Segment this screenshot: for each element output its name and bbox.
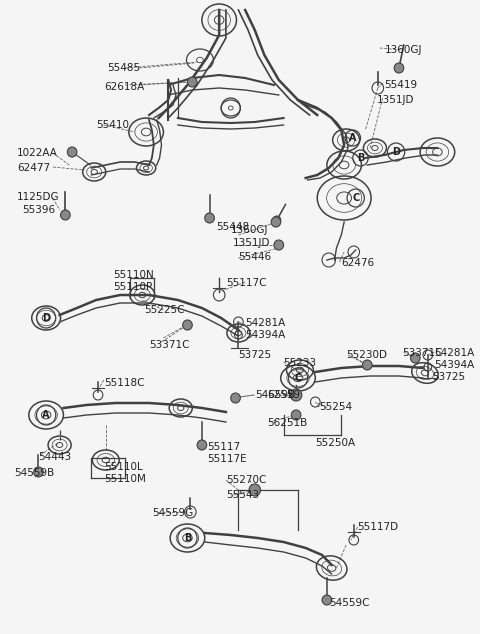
Text: C: C — [352, 193, 360, 203]
Text: 54559G: 54559G — [152, 508, 193, 518]
Text: 55419: 55419 — [384, 80, 418, 90]
Text: 55254: 55254 — [319, 402, 352, 412]
Text: 55485: 55485 — [108, 63, 141, 73]
Circle shape — [322, 595, 332, 605]
Text: 54281A: 54281A — [245, 318, 286, 328]
Text: 55117: 55117 — [207, 442, 240, 452]
Text: 1125DG: 1125DG — [17, 192, 60, 202]
Text: 55225C: 55225C — [144, 305, 185, 315]
Text: 55110N: 55110N — [113, 270, 154, 280]
Text: 53371C: 53371C — [402, 348, 443, 358]
Circle shape — [188, 77, 197, 87]
Text: 62559: 62559 — [267, 390, 300, 400]
Circle shape — [183, 320, 192, 330]
Text: 54559B: 54559B — [255, 390, 295, 400]
Text: 55117D: 55117D — [358, 522, 399, 532]
Circle shape — [197, 440, 207, 450]
Text: B: B — [357, 153, 364, 163]
Text: 54443: 54443 — [38, 452, 72, 462]
Circle shape — [34, 467, 43, 477]
Text: 1351JD: 1351JD — [233, 238, 270, 248]
Circle shape — [249, 484, 261, 496]
Text: 1360GJ: 1360GJ — [384, 45, 422, 55]
Circle shape — [67, 147, 77, 157]
Text: A: A — [349, 133, 357, 143]
Circle shape — [410, 353, 420, 363]
Text: 55446: 55446 — [239, 252, 272, 262]
Circle shape — [362, 360, 372, 370]
Circle shape — [291, 410, 301, 420]
Text: 55230D: 55230D — [346, 350, 387, 360]
Text: 1360GJ: 1360GJ — [231, 225, 268, 235]
Circle shape — [205, 213, 215, 223]
Circle shape — [273, 216, 281, 224]
Text: 56251B: 56251B — [267, 418, 308, 428]
Text: C: C — [294, 373, 301, 383]
Text: 55110P: 55110P — [113, 282, 153, 292]
Text: 53371C: 53371C — [149, 340, 190, 350]
Text: 55250A: 55250A — [315, 438, 356, 448]
Circle shape — [231, 393, 240, 403]
Text: 55110M: 55110M — [104, 474, 146, 484]
Circle shape — [60, 210, 70, 220]
Text: 55448: 55448 — [216, 222, 250, 232]
Text: 53725: 53725 — [239, 350, 272, 360]
Text: 55117C: 55117C — [226, 278, 266, 288]
Text: 62476: 62476 — [341, 258, 374, 268]
Text: 54394A: 54394A — [434, 360, 475, 370]
Circle shape — [394, 63, 404, 73]
Text: 55233: 55233 — [284, 358, 317, 368]
Text: 53725: 53725 — [432, 372, 466, 382]
Text: 1022AA: 1022AA — [17, 148, 58, 158]
Text: 55543: 55543 — [226, 490, 259, 500]
Circle shape — [274, 240, 284, 250]
Text: 54394A: 54394A — [245, 330, 286, 340]
Text: 54281A: 54281A — [434, 348, 475, 358]
Text: 55270C: 55270C — [226, 475, 266, 485]
Text: 54559C: 54559C — [329, 598, 369, 608]
Text: 62618A: 62618A — [104, 82, 144, 92]
Text: 1351JD: 1351JD — [377, 95, 414, 105]
Text: 55396: 55396 — [22, 205, 55, 215]
Text: D: D — [392, 147, 400, 157]
Text: D: D — [42, 313, 50, 323]
Circle shape — [290, 389, 302, 401]
Text: A: A — [42, 410, 50, 420]
Circle shape — [271, 217, 281, 227]
Text: 55410: 55410 — [96, 120, 129, 130]
Text: 55117E: 55117E — [207, 454, 246, 464]
Text: 55110L: 55110L — [104, 462, 143, 472]
Text: 55118C: 55118C — [104, 378, 144, 388]
Text: 54559B: 54559B — [14, 468, 55, 478]
Text: 62477: 62477 — [17, 163, 50, 173]
Text: B: B — [184, 533, 191, 543]
